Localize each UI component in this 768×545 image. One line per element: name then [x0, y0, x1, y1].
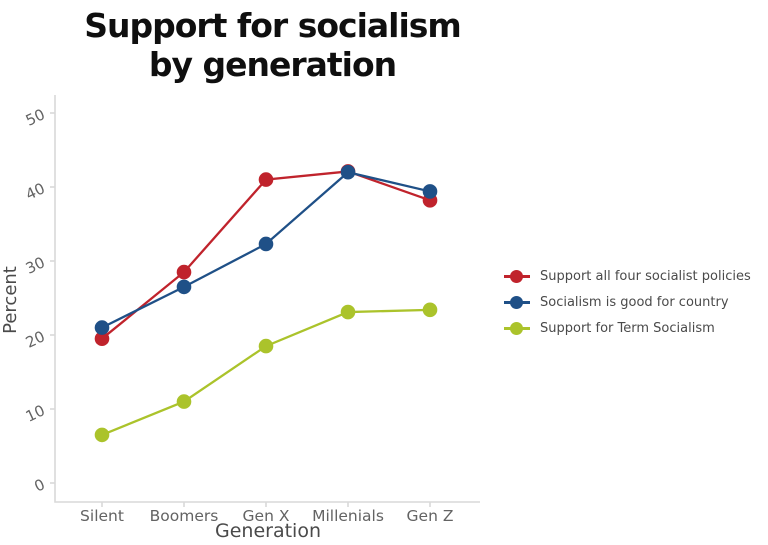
chart-legend: Support all four socialist policies Soci…	[504, 266, 751, 339]
legend-label: Support all four socialist policies	[540, 269, 751, 284]
legend-marker-blue-dot-icon	[504, 296, 530, 310]
legend-item: Support all four socialist policies	[504, 266, 751, 287]
y-axis-title: Percent	[0, 266, 21, 334]
y-tick-label: 20	[23, 327, 48, 351]
y-tick-label: 30	[23, 253, 48, 277]
chart-title-line-2: by generation	[148, 45, 397, 84]
data-point	[422, 184, 438, 199]
data-point	[258, 338, 274, 354]
data-point	[94, 427, 110, 443]
data-point	[176, 264, 192, 280]
x-tick-label: Gen Z	[407, 507, 454, 525]
y-tick-label: 10	[23, 401, 48, 425]
y-tick-label: 50	[23, 105, 48, 129]
x-tick-label: Millenials	[312, 507, 384, 525]
legend-label: Support for Term Socialism	[540, 321, 715, 336]
data-point	[258, 172, 274, 187]
data-point	[340, 304, 356, 320]
chart-title: Support for socialism by generation	[0, 6, 545, 84]
legend-item: Support for Term Socialism	[504, 318, 751, 339]
legend-item: Socialism is good for country	[504, 292, 751, 313]
data-point	[176, 394, 192, 409]
legend-marker-red-dot-icon	[504, 270, 530, 284]
series-line	[101, 170, 431, 340]
chart-title-line-1: Support for socialism	[84, 6, 462, 45]
x-tick-label: Gen X	[243, 507, 290, 525]
y-tick-label: 0	[31, 475, 47, 495]
x-tick-label: Boomers	[150, 507, 219, 525]
series-line	[101, 308, 431, 436]
data-point	[94, 320, 110, 335]
data-point	[176, 279, 192, 295]
data-point	[94, 331, 110, 346]
legend-label: Socialism is good for country	[540, 295, 729, 310]
data-point	[258, 236, 274, 252]
y-tick-label: 40	[23, 179, 48, 203]
x-tick-label: Silent	[80, 507, 124, 525]
data-point	[340, 164, 356, 180]
x-axis-title: Generation	[215, 520, 321, 542]
axis-lines	[54, 95, 480, 503]
data-point	[422, 302, 438, 318]
legend-marker-green-dot-icon	[504, 322, 530, 336]
